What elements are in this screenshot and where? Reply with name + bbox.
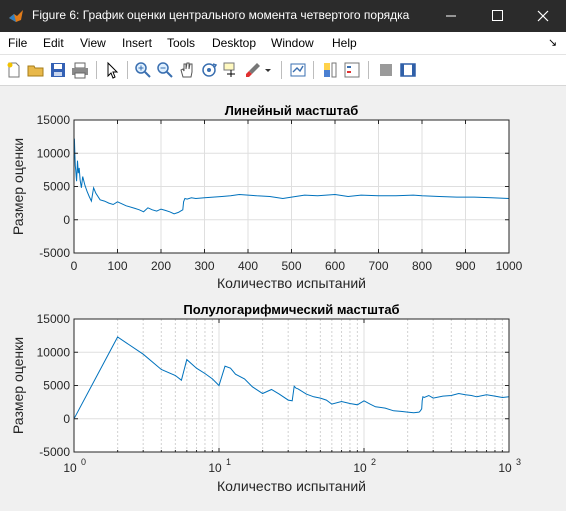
maximize-icon bbox=[492, 10, 503, 21]
figure-toolbar bbox=[0, 55, 566, 86]
close-button[interactable] bbox=[520, 0, 566, 32]
x-tick-label: 500 bbox=[281, 259, 301, 273]
chart-title: Линейный мастштаб bbox=[225, 103, 358, 118]
minimize-button[interactable] bbox=[428, 0, 474, 32]
x-tick-label: 1000 bbox=[496, 259, 523, 273]
x-tick-label: 100 bbox=[107, 259, 127, 273]
y-tick-label: 15000 bbox=[37, 113, 71, 127]
x-tick-label: 0 bbox=[71, 259, 78, 273]
new-figure-icon[interactable] bbox=[4, 60, 24, 80]
y-tick-label: 0 bbox=[63, 213, 70, 227]
minimize-icon bbox=[446, 15, 456, 17]
y-tick-label: 10000 bbox=[37, 146, 71, 160]
x-tick-label: 10 bbox=[208, 461, 222, 475]
x-tick-exponent: 2 bbox=[371, 457, 376, 467]
dock-figure-arrow[interactable]: ↘ bbox=[548, 37, 558, 49]
menu-bar: File Edit View Insert Tools Desktop Wind… bbox=[0, 32, 566, 55]
legend-icon[interactable] bbox=[342, 60, 362, 80]
show-plot-tools-icon[interactable] bbox=[398, 60, 418, 80]
y-tick-label: 10000 bbox=[37, 345, 71, 359]
y-tick-label: -5000 bbox=[39, 445, 70, 459]
x-tick-label: 600 bbox=[325, 259, 345, 273]
maximize-button[interactable] bbox=[474, 0, 520, 32]
menu-tools[interactable]: Tools bbox=[167, 36, 196, 50]
open-folder-icon[interactable] bbox=[26, 60, 46, 80]
menu-insert[interactable]: Insert bbox=[122, 36, 153, 50]
save-icon[interactable] bbox=[48, 60, 68, 80]
title-bar: Figure 6: График оценки центрального мом… bbox=[0, 0, 566, 32]
brush-icon[interactable] bbox=[243, 60, 263, 80]
menu-file[interactable]: File bbox=[8, 36, 28, 50]
x-tick-exponent: 3 bbox=[516, 457, 521, 467]
y-tick-label: 5000 bbox=[43, 180, 70, 194]
toolbar-separator bbox=[127, 61, 128, 79]
window-title: Figure 6: График оценки центрального мом… bbox=[32, 8, 410, 22]
menu-desktop[interactable]: Desktop bbox=[212, 36, 257, 50]
link-plot-icon[interactable] bbox=[288, 60, 308, 80]
toolbar-separator bbox=[281, 61, 282, 79]
x-tick-label: 10 bbox=[353, 461, 367, 475]
y-tick-label: 15000 bbox=[37, 312, 71, 326]
x-tick-label: 800 bbox=[412, 259, 432, 273]
menu-window[interactable]: Window bbox=[271, 36, 314, 50]
close-icon bbox=[537, 10, 549, 22]
brush-dropdown-icon[interactable] bbox=[263, 60, 273, 80]
zoom-in-icon[interactable] bbox=[133, 60, 153, 80]
series-line bbox=[73, 336, 510, 420]
toolbar-separator bbox=[368, 61, 369, 79]
toolbar-separator bbox=[96, 61, 97, 79]
y-axis-label: Размер оценки bbox=[10, 138, 26, 235]
x-axis-label: Количество испытаний bbox=[217, 275, 366, 291]
y-axis-label: Размер оценки bbox=[10, 337, 26, 434]
colorbar-icon[interactable] bbox=[320, 60, 340, 80]
matlab-icon bbox=[9, 10, 23, 22]
menu-edit[interactable]: Edit bbox=[43, 36, 64, 50]
y-tick-label: -5000 bbox=[39, 246, 70, 260]
menu-view[interactable]: View bbox=[80, 36, 106, 50]
rotate-3d-icon[interactable] bbox=[199, 60, 219, 80]
figure-canvas: -5000 0 5000 10000 15000 0 100 200 300 400 500 600 7… bbox=[0, 86, 566, 506]
x-axis-label: Количество испытаний bbox=[217, 478, 366, 494]
menu-help[interactable]: Help bbox=[332, 36, 357, 50]
x-tick-label: 700 bbox=[368, 259, 388, 273]
print-icon[interactable] bbox=[70, 60, 90, 80]
chart-title: Полулогарифмический мастштаб bbox=[183, 302, 399, 317]
y-tick-label: 5000 bbox=[43, 379, 70, 393]
x-tick-label: 900 bbox=[455, 259, 475, 273]
y-tick-label: 0 bbox=[63, 412, 70, 426]
x-tick-label: 400 bbox=[238, 259, 258, 273]
series-line bbox=[73, 138, 510, 215]
zoom-out-icon[interactable] bbox=[155, 60, 175, 80]
pointer-icon[interactable] bbox=[102, 60, 122, 80]
x-tick-exponent: 1 bbox=[226, 457, 231, 467]
x-tick-label: 10 bbox=[498, 461, 512, 475]
pan-hand-icon[interactable] bbox=[177, 60, 197, 80]
hide-plot-tools-icon[interactable] bbox=[376, 60, 396, 80]
toolbar-separator bbox=[313, 61, 314, 79]
data-cursor-icon[interactable] bbox=[221, 60, 241, 80]
x-tick-label: 300 bbox=[194, 259, 214, 273]
x-tick-exponent: 0 bbox=[81, 457, 86, 467]
x-tick-label: 10 bbox=[63, 461, 77, 475]
x-tick-label: 200 bbox=[151, 259, 171, 273]
